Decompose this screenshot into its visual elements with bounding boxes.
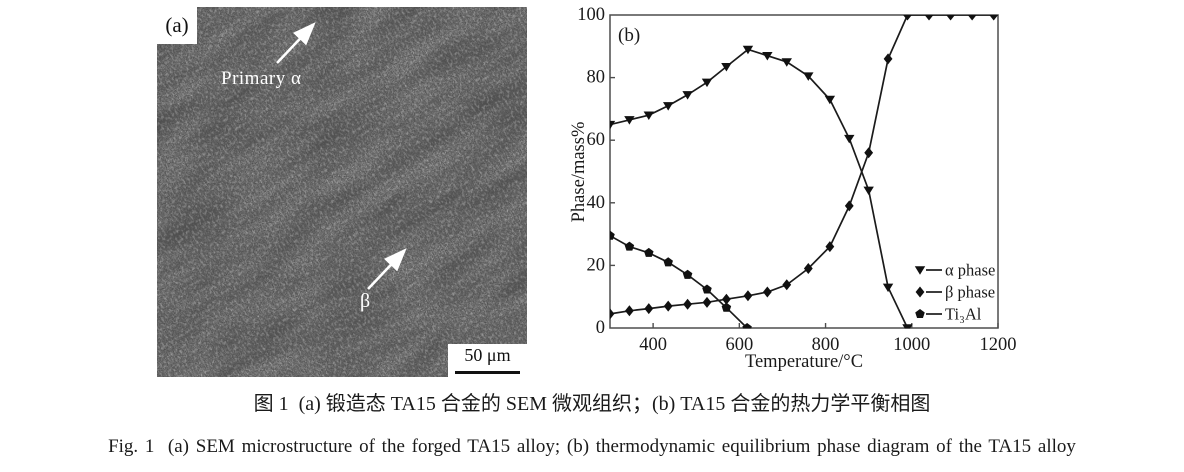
marker-diamond (722, 293, 731, 305)
sem-micrograph-panel: (a) Primary α β 50 μm (157, 7, 527, 377)
marker-triangle-down (781, 58, 792, 67)
phase-diagram-chart: 400 600 800 1000 1200 0 20 40 60 80 100 α phase β ph… (569, 5, 1017, 372)
marker-triangle-down (844, 134, 855, 144)
marker-diamond (610, 308, 615, 320)
marker-diamond (782, 279, 792, 291)
sem-annotation-arrows (276, 22, 407, 290)
legend-label: α phase (945, 261, 995, 280)
marker-diamond (644, 303, 654, 315)
marker-triangle-down (701, 78, 713, 88)
marker-diamond (702, 296, 712, 308)
panel-label-a-box: (a) (157, 7, 197, 44)
x-tick-label: 400 (639, 335, 667, 355)
marker-diamond (663, 300, 673, 312)
legend-marker-diamond (915, 286, 925, 298)
marker-triangle-down (863, 186, 874, 196)
sem-image-texture (157, 7, 527, 377)
marker-triangle-down (762, 51, 773, 61)
marker-triangle-down (643, 111, 654, 120)
scale-bar-box: 50 μm (448, 344, 527, 377)
marker-diamond (946, 15, 955, 21)
caption-english: Fig. 1 (a) SEM microstructure of the for… (108, 436, 1076, 457)
x-tick-label: 1200 (980, 335, 1017, 355)
marker-diamond (883, 53, 893, 65)
marker-triangle-down (742, 45, 754, 55)
beta-label: β (360, 290, 371, 312)
panel-label-a: (a) (165, 13, 189, 37)
marker-triangle-down (624, 116, 635, 125)
phase-diagram-panel: 400 600 800 1000 1200 0 20 40 60 80 100 α phase β ph… (560, 0, 1040, 372)
series-layer (610, 15, 998, 329)
x-tick-label: 800 (812, 335, 840, 355)
marker-diamond (903, 15, 912, 21)
scale-bar-line (455, 371, 520, 374)
marker-pentagon (663, 257, 673, 267)
marker-triangle-down (803, 72, 814, 81)
legend-marker-triangle-down (914, 266, 926, 275)
y-tick-label: 60 (587, 130, 606, 150)
marker-triangle-down (610, 120, 616, 130)
marker-diamond (825, 241, 835, 253)
marker-pentagon (742, 323, 752, 329)
marker-pentagon (644, 247, 654, 257)
caption-chinese: 图 1 (a) 锻造态 TA15 合金的 SEM 微观组织；(b) TA15 合… (253, 393, 931, 415)
y-tick-label: 40 (587, 193, 606, 213)
marker-pentagon (702, 284, 712, 294)
marker-diamond (864, 147, 874, 159)
marker-diamond (924, 15, 934, 21)
legend-marker-pentagon (915, 309, 925, 319)
y-tick-label: 20 (587, 255, 606, 275)
marker-diamond (743, 290, 753, 302)
marker-diamond (762, 286, 772, 298)
marker-pentagon (610, 230, 615, 240)
x-tick-label: 1000 (893, 335, 930, 355)
marker-triangle-down (721, 62, 732, 72)
marker-triangle-down (682, 91, 693, 100)
legend-label: β phase (945, 283, 995, 302)
marker-diamond (683, 298, 692, 310)
marker-diamond (989, 15, 998, 21)
marker-triangle-down (902, 324, 913, 329)
legend-label: Ti₃Al (945, 305, 982, 324)
plot-frame (609, 14, 999, 329)
y-tick-label: 80 (587, 68, 606, 88)
marker-triangle-down (824, 95, 836, 105)
y-tick-label: 0 (596, 318, 605, 338)
x-tick-label: 600 (725, 335, 753, 355)
marker-diamond (803, 263, 813, 275)
marker-diamond (625, 305, 634, 317)
beta-arrow (367, 248, 407, 290)
y-tick-label: 100 (577, 5, 605, 25)
marker-triangle-down (882, 283, 894, 293)
marker-pentagon (721, 302, 732, 312)
series-line-triangle-down (610, 48, 909, 329)
panel-label-b: (b) (618, 25, 640, 46)
marker-triangle-down (663, 102, 674, 111)
primary-alpha-arrow (276, 22, 316, 64)
series-line-diamond (610, 15, 994, 315)
marker-diamond (967, 15, 977, 21)
scale-bar-label: 50 μm (464, 345, 511, 365)
marker-pentagon (682, 269, 693, 279)
marker-pentagon (624, 241, 635, 251)
primary-alpha-label: Primary α (221, 68, 302, 89)
y-axis-title: Phase/mass% (569, 122, 589, 223)
marker-diamond (844, 200, 854, 212)
x-axis-title: Temperature/°C (745, 352, 863, 372)
